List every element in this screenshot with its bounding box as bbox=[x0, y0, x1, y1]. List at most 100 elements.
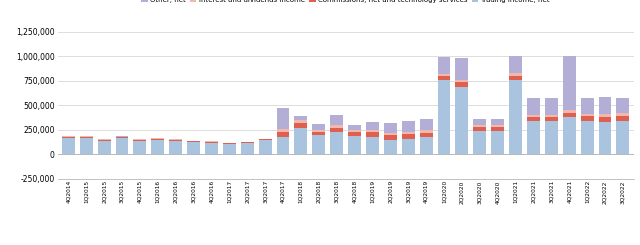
Bar bbox=[420, 130, 433, 133]
Bar bbox=[330, 128, 343, 132]
Bar bbox=[616, 98, 629, 113]
Bar bbox=[259, 154, 271, 155]
Bar bbox=[580, 121, 593, 154]
Bar bbox=[241, 142, 253, 143]
Bar bbox=[259, 140, 271, 154]
Bar bbox=[509, 80, 522, 154]
Bar bbox=[580, 114, 593, 116]
Bar bbox=[527, 117, 540, 121]
Bar bbox=[580, 116, 593, 121]
Bar bbox=[98, 140, 111, 141]
Bar bbox=[187, 141, 200, 142]
Bar bbox=[312, 132, 325, 135]
Bar bbox=[169, 139, 182, 140]
Bar bbox=[492, 125, 504, 127]
Bar bbox=[438, 74, 451, 76]
Bar bbox=[276, 137, 289, 154]
Bar bbox=[348, 130, 361, 132]
Bar bbox=[384, 140, 397, 154]
Bar bbox=[312, 135, 325, 154]
Bar bbox=[456, 80, 468, 82]
Bar bbox=[330, 115, 343, 125]
Legend: Other, net, Interest and dividends income, Commissions, net and technology servi: Other, net, Interest and dividends incom… bbox=[138, 0, 553, 6]
Bar bbox=[187, 154, 200, 155]
Bar bbox=[598, 122, 611, 154]
Bar bbox=[563, 56, 575, 110]
Bar bbox=[116, 137, 129, 138]
Bar bbox=[420, 133, 433, 137]
Bar bbox=[330, 125, 343, 128]
Bar bbox=[527, 98, 540, 115]
Bar bbox=[366, 130, 379, 132]
Bar bbox=[294, 116, 307, 120]
Bar bbox=[545, 98, 557, 115]
Bar bbox=[205, 141, 218, 142]
Bar bbox=[474, 119, 486, 125]
Bar bbox=[420, 137, 433, 154]
Bar bbox=[241, 154, 253, 155]
Bar bbox=[169, 141, 182, 154]
Bar bbox=[563, 110, 575, 113]
Bar bbox=[98, 139, 111, 140]
Bar bbox=[402, 121, 415, 132]
Bar bbox=[62, 138, 75, 154]
Bar bbox=[456, 82, 468, 87]
Bar bbox=[223, 143, 236, 144]
Bar bbox=[151, 140, 164, 154]
Bar bbox=[98, 141, 111, 154]
Bar bbox=[366, 137, 379, 154]
Bar bbox=[384, 123, 397, 133]
Bar bbox=[474, 125, 486, 127]
Bar bbox=[80, 138, 93, 154]
Bar bbox=[62, 137, 75, 138]
Bar bbox=[509, 74, 522, 76]
Bar bbox=[187, 142, 200, 154]
Bar bbox=[151, 139, 164, 140]
Bar bbox=[402, 132, 415, 134]
Bar bbox=[276, 108, 289, 129]
Bar bbox=[545, 121, 557, 154]
Bar bbox=[616, 113, 629, 116]
Bar bbox=[580, 98, 593, 114]
Bar bbox=[205, 143, 218, 154]
Bar bbox=[474, 131, 486, 154]
Bar bbox=[259, 139, 271, 140]
Bar bbox=[492, 127, 504, 131]
Bar bbox=[402, 134, 415, 139]
Bar bbox=[598, 97, 611, 114]
Bar bbox=[169, 140, 182, 141]
Bar bbox=[348, 132, 361, 136]
Bar bbox=[545, 115, 557, 117]
Bar bbox=[598, 117, 611, 122]
Bar bbox=[134, 141, 147, 154]
Bar bbox=[205, 142, 218, 143]
Bar bbox=[312, 124, 325, 130]
Bar bbox=[134, 140, 147, 141]
Bar bbox=[527, 121, 540, 154]
Bar bbox=[438, 80, 451, 154]
Bar bbox=[116, 138, 129, 154]
Bar bbox=[438, 76, 451, 80]
Bar bbox=[545, 117, 557, 121]
Bar bbox=[474, 127, 486, 131]
Bar bbox=[598, 114, 611, 117]
Bar bbox=[241, 143, 253, 154]
Bar bbox=[348, 125, 361, 130]
Bar bbox=[616, 121, 629, 154]
Bar bbox=[492, 131, 504, 154]
Bar bbox=[384, 133, 397, 135]
Bar bbox=[527, 115, 540, 117]
Bar bbox=[366, 122, 379, 130]
Bar bbox=[276, 132, 289, 137]
Bar bbox=[294, 128, 307, 154]
Bar bbox=[348, 136, 361, 154]
Bar bbox=[276, 129, 289, 132]
Bar bbox=[563, 117, 575, 154]
Bar bbox=[134, 139, 147, 140]
Bar bbox=[616, 116, 629, 121]
Bar bbox=[223, 154, 236, 155]
Bar bbox=[80, 136, 93, 137]
Bar bbox=[456, 87, 468, 154]
Bar bbox=[563, 113, 575, 117]
Bar bbox=[294, 120, 307, 123]
